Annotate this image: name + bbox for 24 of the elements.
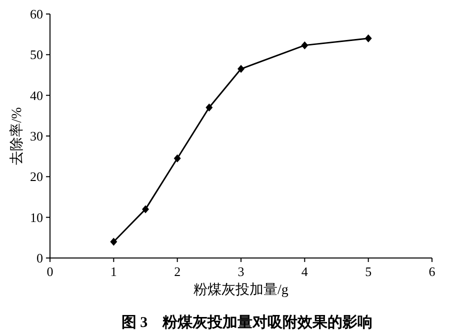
y-tick-label: 30 [30,128,43,144]
text: 图 3 粉煤灰投加量对吸附效果的影响 [121,314,373,331]
x-tick-label: 2 [174,264,181,279]
point [174,154,181,162]
point [364,34,372,42]
x-tick-label: 0 [46,264,54,279]
y-tick-label: 20 [30,169,43,184]
y-tick-label: 0 [36,250,43,266]
point [206,104,213,112]
point [142,205,149,214]
x-tick-label: 3 [238,264,244,279]
x-axis-title: 粉煤灰投加量/g [194,282,288,298]
x-tick-label: 5 [365,264,372,279]
point [301,41,308,50]
y-tick-label: 60 [30,6,43,22]
x-tick-label: 1 [110,264,117,279]
point [238,64,244,73]
x-tick-label: 4 [301,264,308,279]
y-tick-label: 10 [30,210,43,225]
y-axis-title: 去除率/% [9,106,25,165]
x-tick-label: 6 [428,264,436,279]
point [110,238,118,246]
y-tick-label: 40 [30,88,43,103]
y-tick-label: 50 [30,47,43,62]
